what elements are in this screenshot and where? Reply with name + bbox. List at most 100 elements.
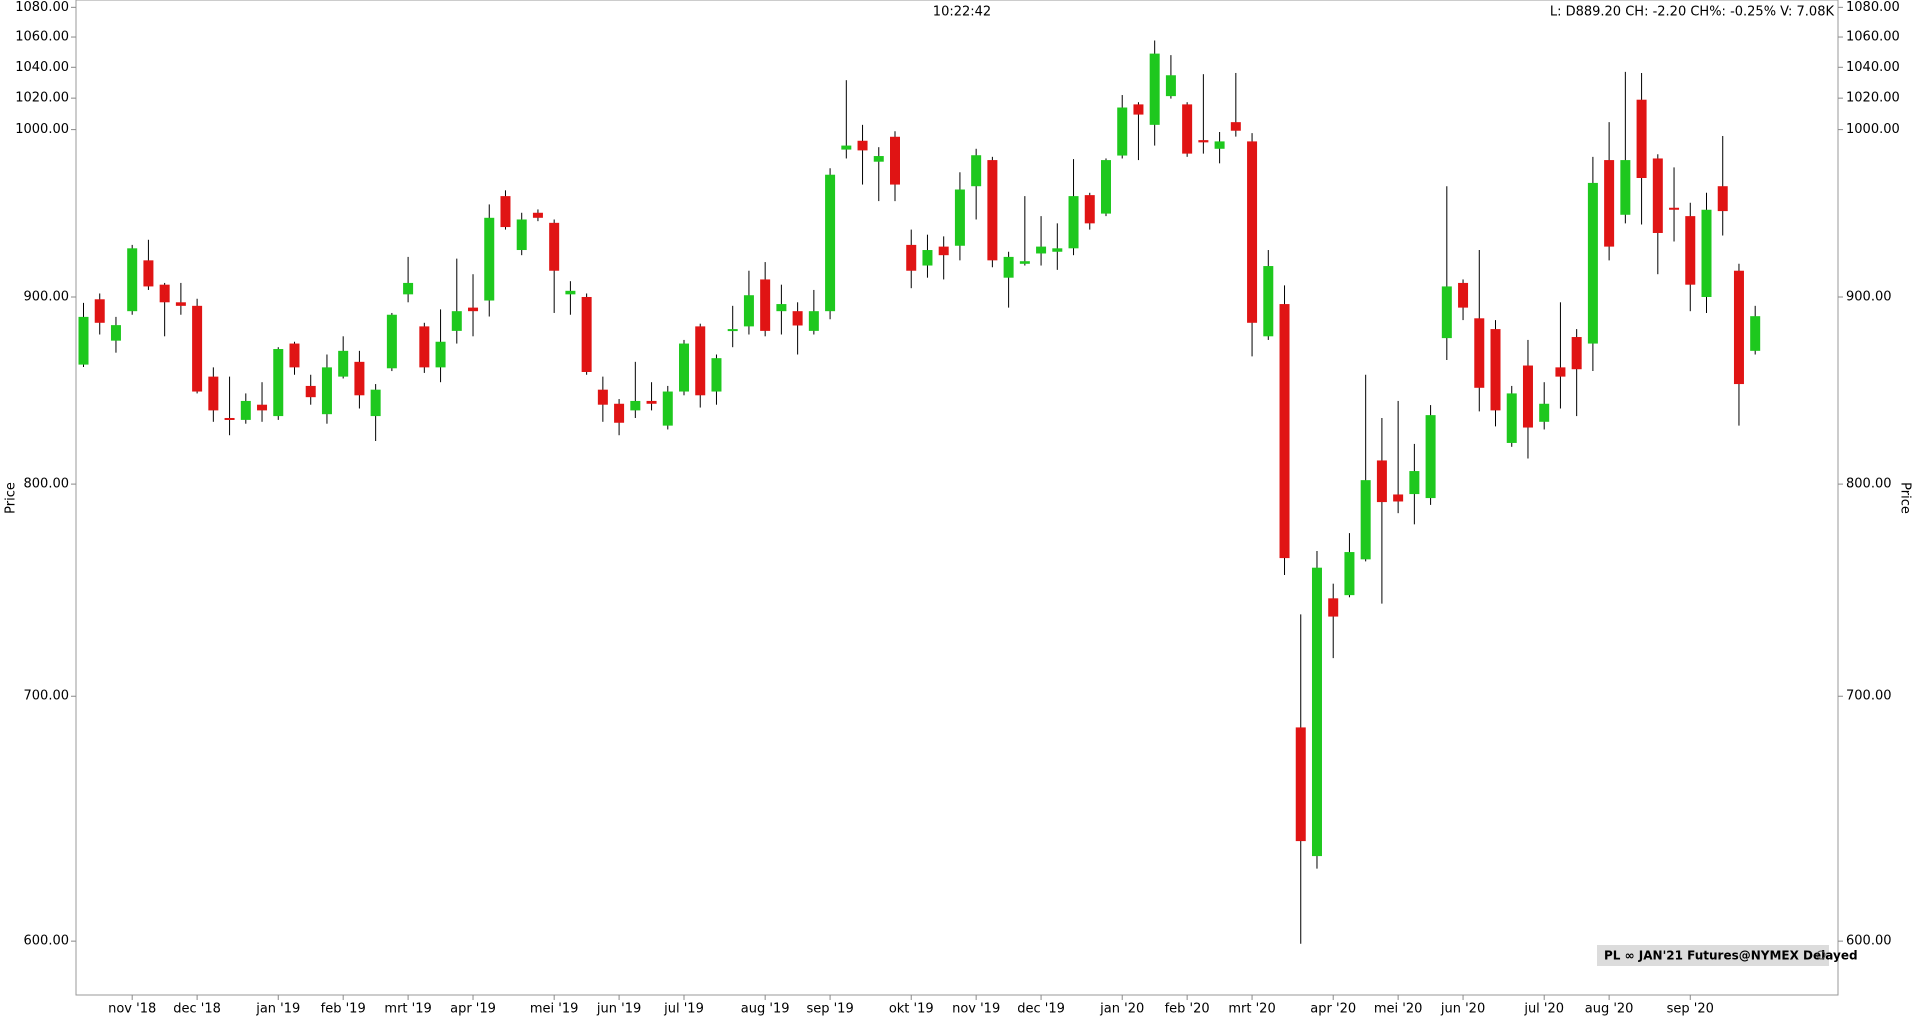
candle-body — [370, 389, 381, 417]
candle-body — [1117, 107, 1128, 156]
candle-body — [484, 217, 495, 301]
x-tick-label: sep '19 — [806, 1002, 853, 1017]
y2-tick-label: 1000.00 — [1846, 122, 1900, 137]
x-tick-label: mei '20 — [1374, 1002, 1423, 1017]
x-tick-label: aug '19 — [741, 1002, 790, 1017]
candle-body — [435, 341, 446, 368]
candle-body — [646, 400, 657, 404]
candle-body — [1733, 270, 1744, 385]
candle-body — [873, 156, 884, 162]
candle-body — [1165, 75, 1176, 97]
y2-tick-label: 1040.00 — [1846, 60, 1900, 75]
x-tick-label: feb '19 — [321, 1002, 366, 1017]
candle-body — [1295, 727, 1306, 842]
candle-body — [857, 140, 868, 151]
status-line: L: D889.20 CH: -2.20 CH%: -0.25% V: 7.08… — [1550, 5, 1835, 20]
candle-body — [1685, 216, 1696, 285]
candle-body — [1458, 282, 1469, 308]
candle-body — [1539, 403, 1550, 422]
candle-body — [1263, 266, 1274, 337]
candle-body — [289, 343, 300, 368]
candle-body — [208, 376, 219, 411]
candle-body — [386, 314, 397, 369]
candle-body — [78, 316, 89, 365]
candle-body — [468, 307, 479, 312]
y-tick-label: 1020.00 — [15, 91, 69, 106]
candle-body — [549, 222, 560, 271]
candle-body — [581, 296, 592, 372]
candle-body — [1474, 318, 1485, 388]
candle-body — [890, 136, 900, 185]
candle-body — [143, 260, 154, 287]
x-tick-label: dec '19 — [1017, 1002, 1065, 1017]
candle-body — [1279, 304, 1290, 559]
y-tick-label: 1000.00 — [15, 122, 69, 137]
legend-box — [1597, 945, 1829, 966]
y-tick-label: 1080.00 — [15, 0, 69, 15]
candle-body — [792, 311, 803, 326]
candle-body — [305, 385, 316, 398]
candle-body — [338, 350, 349, 377]
candle-body — [1360, 480, 1371, 560]
x-tick-label: jan '20 — [1099, 1002, 1144, 1017]
candle-body — [760, 279, 771, 331]
candle-body — [1182, 104, 1193, 154]
candle-body — [1068, 196, 1079, 249]
candle-body — [1522, 365, 1533, 428]
candle-body — [94, 299, 105, 323]
candle-body — [1214, 141, 1225, 149]
y-tick-label: 900.00 — [24, 289, 70, 304]
candle-body — [1100, 160, 1111, 214]
candle-body — [1669, 207, 1680, 210]
candle-body — [224, 417, 235, 420]
candle-body — [532, 212, 543, 218]
candle-body — [1409, 471, 1420, 495]
candle-body — [1149, 53, 1160, 125]
x-tick-label: apr '19 — [450, 1002, 496, 1017]
candle-body — [1230, 122, 1241, 131]
candle-body — [1620, 160, 1631, 215]
candle-body — [1133, 104, 1144, 115]
y2-axis-title: Price — [1898, 482, 1913, 514]
x-tick-label: jul '19 — [663, 1002, 704, 1017]
candle-body — [1441, 286, 1452, 339]
plot-frame — [75, 0, 1839, 996]
candle-body — [1376, 460, 1387, 503]
candle-body — [240, 400, 251, 420]
y2-tick-label: 800.00 — [1846, 477, 1892, 492]
candle-body — [1717, 186, 1728, 212]
x-tick-label: okt '19 — [889, 1002, 934, 1017]
candle-body — [1587, 182, 1598, 344]
candle-body — [954, 189, 965, 246]
candle-body — [841, 145, 852, 150]
x-tick-label: aug '20 — [1585, 1002, 1634, 1017]
candle-body — [500, 196, 511, 228]
x-tick-label: dec '18 — [173, 1002, 221, 1017]
candle-body — [727, 329, 738, 332]
x-tick-label: mrt '20 — [1228, 1002, 1275, 1017]
y2-tick-label: 1080.00 — [1846, 0, 1900, 15]
candle-body — [1311, 567, 1322, 857]
candle-body — [971, 155, 982, 187]
x-tick-label: apr '20 — [1310, 1002, 1356, 1017]
candle-body — [1393, 494, 1404, 502]
candle-body — [1636, 99, 1647, 178]
candle-body — [906, 244, 917, 271]
candle-body — [516, 219, 527, 251]
clock: 10:22:42 — [933, 5, 991, 20]
y2-tick-label: 1020.00 — [1846, 91, 1900, 106]
candle-body — [1247, 141, 1258, 323]
candle-body — [1198, 140, 1209, 143]
x-tick-label: jul '20 — [1523, 1002, 1564, 1017]
candle-body — [808, 311, 819, 331]
legend-icon — [1816, 950, 1826, 960]
candle-body — [451, 311, 462, 331]
candle-body — [1604, 160, 1615, 247]
candle-body — [175, 302, 186, 306]
y-tick-label: 700.00 — [24, 689, 70, 704]
candle-body — [987, 160, 998, 261]
candle-body — [273, 349, 284, 417]
candle-body — [110, 325, 121, 341]
y-tick-label: 800.00 — [24, 477, 70, 492]
